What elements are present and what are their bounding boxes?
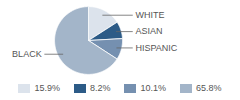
- svg-text:HISPANIC: HISPANIC: [135, 43, 177, 53]
- html-text:8.2%: 8.2%: [90, 83, 111, 93]
- html-text:10.1%: 10.1%: [140, 83, 166, 93]
- svg-text:WHITE: WHITE: [135, 10, 164, 20]
- html-text:65.8%: 65.8%: [196, 83, 222, 93]
- svg-text:BLACK: BLACK: [12, 49, 42, 59]
- svg-text:ASIAN: ASIAN: [135, 26, 162, 36]
- html-text:15.9%: 15.9%: [34, 83, 60, 93]
